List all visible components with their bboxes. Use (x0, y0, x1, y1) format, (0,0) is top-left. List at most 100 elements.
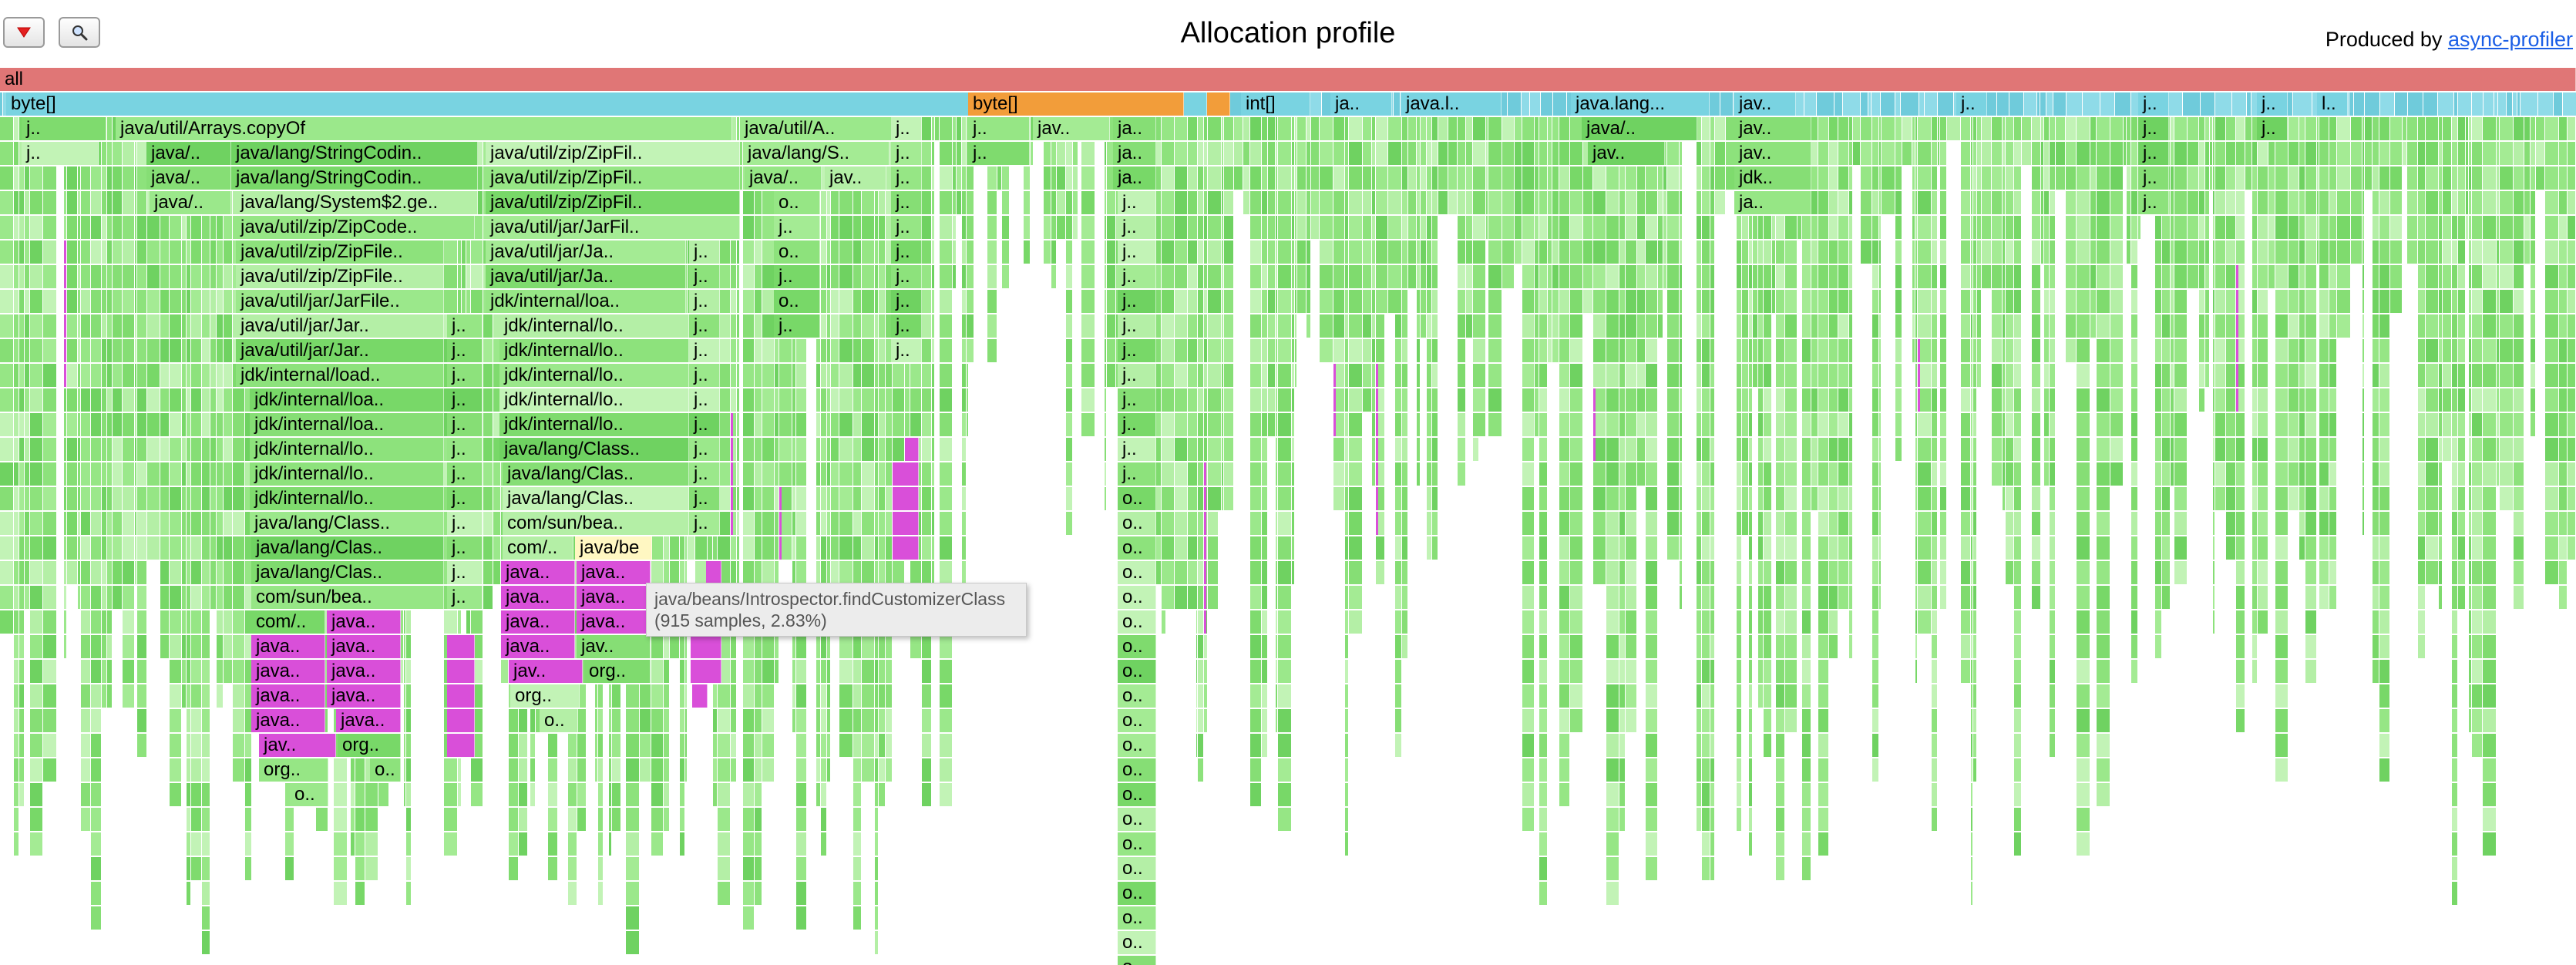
stack-frame[interactable]: o.. (1118, 512, 1156, 535)
stack-frame[interactable]: j.. (968, 142, 1030, 165)
stack-frame[interactable]: java/.. (1582, 117, 1697, 140)
stack-frame[interactable]: java/.. (146, 166, 231, 190)
search-button[interactable] (59, 17, 100, 48)
stack-frame[interactable]: java/lang/Clas.. (503, 462, 689, 486)
stack-frame[interactable]: j.. (891, 240, 922, 264)
stack-frame[interactable]: j.. (1118, 388, 1156, 412)
stack-frame[interactable]: java.. (336, 709, 401, 732)
stack-frame[interactable]: java/lang/StringCodin.. (231, 142, 478, 165)
stack-frame[interactable]: j.. (2138, 191, 2169, 214)
stack-frame[interactable]: j.. (22, 142, 99, 165)
stack-frame[interactable]: j.. (2257, 92, 2288, 116)
stack-frame[interactable]: java.. (577, 610, 651, 634)
stack-frame[interactable]: j.. (22, 117, 106, 140)
stack-frame[interactable]: j.. (774, 314, 820, 338)
stack-frame[interactable]: o.. (1118, 956, 1156, 965)
stack-frame[interactable]: java/util/jar/JarFil.. (486, 216, 740, 239)
stack-frame[interactable]: j.. (1118, 462, 1156, 486)
stack-frame[interactable]: j.. (891, 290, 922, 313)
stack-frame[interactable]: j.. (891, 314, 922, 338)
stack-frame[interactable]: java/util/zip/ZipFil.. (486, 166, 740, 190)
stack-frame[interactable]: j.. (447, 462, 483, 486)
stack-frame[interactable]: jdk/internal/lo.. (250, 438, 444, 461)
stack-frame[interactable]: byte[] (6, 92, 970, 116)
stack-frame[interactable]: j.. (891, 216, 922, 239)
stack-frame[interactable]: o.. (1118, 536, 1156, 560)
stack-frame[interactable]: j.. (2138, 117, 2169, 140)
stack-frame[interactable]: java/.. (146, 142, 231, 165)
stack-frame[interactable]: java/util/jar/Jar.. (236, 339, 444, 362)
stack-frame[interactable]: j.. (689, 462, 720, 486)
stack-frame[interactable]: j.. (891, 265, 922, 288)
stack-frame[interactable]: j.. (447, 512, 483, 535)
stack-frame[interactable]: jdk/internal/load.. (236, 364, 444, 387)
stack-frame[interactable]: java/util/A.. (740, 117, 894, 140)
stack-frame[interactable]: org.. (338, 734, 401, 757)
stack-frame[interactable]: j.. (689, 487, 720, 510)
stack-frame[interactable]: o.. (1118, 487, 1156, 510)
stack-frame[interactable]: o.. (1118, 906, 1156, 930)
stack-frame[interactable]: java/util/zip/ZipFile.. (236, 240, 444, 264)
stack-frame[interactable] (447, 635, 475, 658)
stack-frame[interactable]: java/lang/Clas.. (503, 487, 689, 510)
stack-frame[interactable] (893, 536, 919, 560)
stack-frame[interactable]: java/.. (150, 191, 231, 214)
stack-frame[interactable]: java/util/jar/Ja.. (486, 265, 686, 288)
reset-zoom-button[interactable] (3, 17, 45, 48)
stack-frame[interactable]: ja.. (1734, 191, 1811, 214)
stack-frame[interactable]: j.. (1118, 216, 1156, 239)
stack-frame[interactable]: java.. (251, 660, 325, 683)
stack-frame[interactable]: byte[] (968, 92, 1184, 116)
stack-frame[interactable] (447, 660, 475, 683)
stack-frame[interactable]: java.. (501, 561, 575, 584)
stack-frame[interactable]: java.. (327, 684, 401, 708)
stack-frame[interactable]: o.. (1118, 734, 1156, 757)
stack-frame[interactable]: jav.. (577, 635, 651, 658)
stack-frame[interactable]: j.. (891, 142, 922, 165)
stack-frame[interactable]: org.. (259, 758, 328, 782)
stack-frame[interactable]: j.. (447, 413, 483, 436)
stack-frame[interactable]: o.. (774, 290, 820, 313)
stack-frame[interactable]: j.. (891, 117, 922, 140)
stack-frame[interactable]: o.. (1118, 660, 1156, 683)
stack-frame[interactable]: java/.. (745, 166, 822, 190)
stack-frame[interactable]: o.. (1118, 561, 1156, 584)
stack-frame[interactable]: j.. (774, 265, 820, 288)
stack-frame[interactable]: jdk/internal/loa.. (250, 388, 444, 412)
stack-frame[interactable]: j.. (447, 364, 483, 387)
hovered-frame[interactable]: java/be (575, 536, 652, 560)
stack-frame[interactable]: jdk/internal/lo.. (499, 339, 689, 362)
stack-frame[interactable] (691, 635, 721, 658)
stack-frame[interactable]: java.. (251, 709, 325, 732)
stack-frame[interactable] (893, 487, 919, 510)
stack-frame[interactable]: java.. (501, 610, 575, 634)
stack-frame[interactable]: j.. (447, 438, 483, 461)
stack-frame[interactable]: java/lang/Class.. (499, 438, 689, 461)
stack-frame[interactable]: jav.. (509, 660, 583, 683)
stack-frame[interactable]: java.. (251, 635, 325, 658)
stack-frame[interactable]: j.. (689, 438, 720, 461)
stack-frame[interactable]: jav.. (1734, 92, 1796, 116)
stack-frame[interactable] (893, 512, 919, 535)
stack-frame[interactable]: org.. (510, 684, 580, 708)
stack-frame[interactable]: j.. (447, 586, 483, 609)
stack-frame[interactable]: jav.. (259, 734, 336, 757)
stack-frame[interactable]: j.. (2138, 142, 2169, 165)
stack-frame[interactable]: o.. (1118, 684, 1156, 708)
stack-frame[interactable]: java/util/Arrays.copyOf (116, 117, 732, 140)
stack-frame[interactable]: j.. (1118, 265, 1156, 288)
stack-frame[interactable]: java.. (577, 561, 651, 584)
stack-frame[interactable] (692, 684, 708, 708)
stack-frame[interactable]: jav.. (1033, 117, 1110, 140)
stack-frame[interactable]: java/lang/Clas.. (251, 536, 444, 560)
stack-frame[interactable]: jdk/internal/lo.. (499, 388, 689, 412)
stack-frame[interactable]: java/util/zip/ZipCode.. (236, 216, 475, 239)
stack-frame[interactable]: j.. (689, 364, 720, 387)
flame-graph[interactable]: all byte[] byte[] int[] ja.. java.l.. java.lan… (0, 68, 2576, 965)
stack-frame[interactable]: java.. (251, 684, 325, 708)
stack-frame[interactable]: j.. (1956, 92, 1987, 116)
stack-frame[interactable]: jdk/internal/loa.. (486, 290, 686, 313)
stack-frame[interactable]: j.. (1118, 191, 1156, 214)
stack-frame[interactable]: ja.. (1113, 117, 1156, 140)
stack-frame[interactable]: jdk/internal/loa.. (250, 413, 444, 436)
